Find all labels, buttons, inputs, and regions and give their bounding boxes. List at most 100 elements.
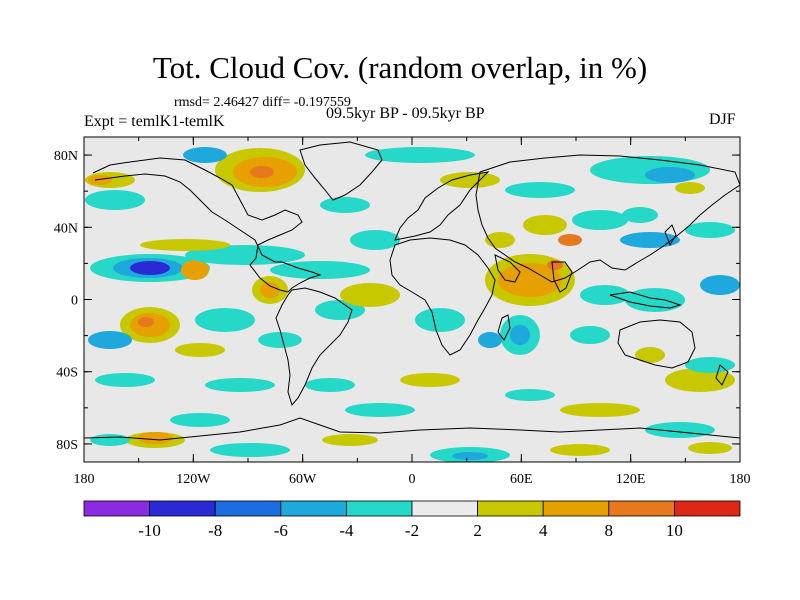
coastline-south-america [275,287,353,407]
colorbar-swatch [411,500,478,517]
lon-tick-label: 120E [616,472,646,487]
lon-tick-label: 180 [74,472,95,487]
anomaly-patch [558,234,582,246]
anomaly-patch [645,167,695,183]
coastline-maritime-continent [609,291,682,309]
anomaly-patch [685,222,735,238]
colorbar-label: -10 [138,521,161,540]
anomaly-patch [305,378,355,392]
anomaly-patch [88,331,132,349]
colorbar-swatch [674,500,741,517]
season-label: DJF [709,111,736,128]
anomaly-patch [322,434,378,446]
coastline-new-zealand [715,364,729,386]
anomaly-patch [170,413,230,427]
coastline-antarctica [84,417,740,441]
lon-tick-label: 0 [409,472,416,487]
coastline-madagascar [497,314,511,341]
colorbar-swatch [477,500,544,517]
anomaly-patch [258,332,302,348]
anomaly-patch [350,230,400,250]
coastline-india [551,261,573,293]
anomaly-patch [140,239,230,251]
anomaly-patch [675,182,705,194]
colorbar-label: 4 [539,521,548,540]
anomaly-patch [625,288,685,312]
anomaly-patch [345,403,415,417]
anomaly-patch [210,443,290,457]
anomaly-patch [205,378,275,392]
lat-tick-label: 80N [54,149,78,164]
colorbar-swatch [542,500,610,517]
colorbar-swatch [214,500,282,517]
anomaly-patch [550,444,610,456]
colorbar-swatch [608,500,675,517]
anomaly-patch [340,283,400,307]
lon-tick-label: 180 [730,472,751,487]
coastlines [84,141,740,441]
anomaly-patch [85,190,145,210]
anomaly-patch [260,282,280,298]
anomaly-patch [320,197,370,213]
anomaly-patch [270,261,370,279]
anomaly-patch [523,215,567,235]
anomaly-patch [183,147,227,163]
anomaly-patch [622,207,658,223]
colorbar-swatch [280,500,347,517]
colorbar-label: -8 [208,521,222,540]
lon-tick-label: 60W [289,472,317,487]
anomaly-patch [590,156,710,184]
coastline-arabia [494,254,521,283]
anomaly-patch [580,285,630,305]
lon-tick-label: 60E [510,472,533,487]
colorbar-label: -4 [339,521,354,540]
anomaly-patch [88,175,112,185]
colorbar-label: 8 [605,521,614,540]
anomaly-patch [175,343,225,357]
map-title: Tot. Cloud Cov. (random overlap, in %) [152,50,648,85]
lat-tick-label: 40N [54,221,78,236]
anomaly-patch [181,260,209,280]
anomaly-patch [137,432,173,444]
anomaly-patch [505,182,575,198]
anomaly-patch [365,147,475,163]
anomaly-patch [250,166,274,178]
anomaly-patch [315,300,365,320]
anomaly-patch [400,373,460,387]
anomaly-patch [90,434,130,446]
anomaly-patch [478,332,502,348]
anomaly-patch [572,210,628,230]
anomaly-patch [560,403,640,417]
anomaly-patch [505,389,555,401]
coastline-africa [389,237,496,356]
anomaly-patch [700,275,740,295]
anomaly-patch [510,325,530,345]
experiment-label: Expt = temlK1-temlK [84,113,225,130]
lat-tick-label: 0 [71,294,78,309]
colorbar-swatch [149,500,216,517]
anomaly-patch [635,347,665,363]
lat-tick-label: 40S [56,366,78,381]
colorbar: -10 -8 -6 -4 -2 2 4 8 10 [83,500,741,540]
lat-tick-label: 80S [56,438,78,453]
colorbar-swatch [345,500,413,517]
rmsd-diff-stats: rmsd= 2.46427 diff= -0.197559 [174,95,351,110]
period-label: 09.5kyr BP - 09.5kyr BP [326,105,485,122]
coastline-north-america [92,157,322,293]
anomaly-patch [688,442,732,454]
colorbar-label: 10 [666,521,683,540]
anomaly-patch [498,263,562,297]
coastline-asia [475,154,740,283]
anomaly-patch [620,232,680,248]
colorbar-label: -2 [405,521,419,540]
anomaly-patch [195,308,255,332]
lon-tick-label: 120W [176,472,211,487]
anomaly-patch [185,245,305,265]
coastline-japan [664,224,677,247]
anomaly-patch [440,172,500,188]
anomaly-patch [138,317,154,327]
colorbar-swatch [83,500,150,517]
anomaly-patch [452,452,488,460]
coastline-australia [617,319,696,369]
